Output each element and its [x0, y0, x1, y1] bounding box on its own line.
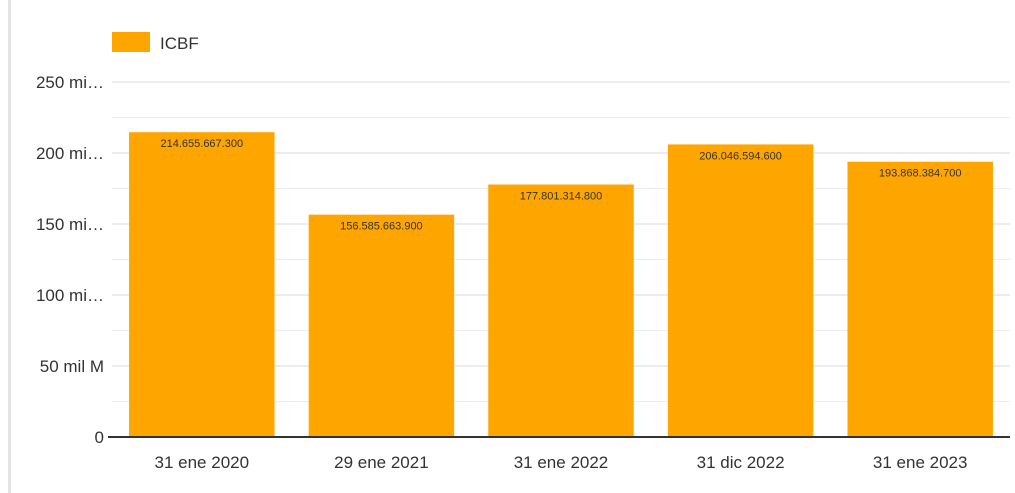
x-tick-label: 31 dic 2022: [697, 453, 785, 472]
data-label: 193.868.384.700: [879, 168, 962, 180]
y-tick-label: 0: [95, 428, 104, 447]
y-tick-label: 100 mi…: [36, 286, 104, 305]
x-axis-ticks: 31 ene 2020 29 ene 2021 31 ene 2022 31 dic …: [155, 453, 968, 472]
data-label: 177.801.314.800: [520, 191, 603, 203]
x-tick-label: 31 ene 2023: [873, 453, 968, 472]
y-tick-label: 250 mi…: [36, 73, 104, 92]
data-label: 214.655.667.300: [161, 138, 244, 150]
data-label: 206.046.594.600: [699, 150, 782, 162]
legend-label: ICBF: [160, 34, 199, 53]
bars: [129, 132, 993, 438]
y-tick-label: 200 mi…: [36, 144, 104, 163]
bar: [129, 132, 275, 437]
left-border: [8, 0, 11, 493]
x-tick-label: 31 ene 2020: [155, 453, 250, 472]
y-tick-label: 150 mi…: [36, 215, 104, 234]
bar: [308, 214, 455, 437]
bar: [847, 161, 993, 437]
x-tick-label: 31 ene 2022: [514, 453, 609, 472]
x-tick-label: 29 ene 2021: [334, 453, 429, 472]
y-tick-label: 50 mil M: [40, 357, 104, 376]
data-labels: 214.655.667.300 156.585.663.900 177.801.31…: [161, 138, 962, 232]
legend[interactable]: ICBF: [112, 32, 199, 53]
bar: [488, 184, 634, 437]
data-label: 156.585.663.900: [340, 221, 423, 233]
y-axis-ticks: 0 50 mil M 100 mi… 150 mi… 200 mi… 250 mi…: [36, 73, 104, 447]
bar: [667, 144, 814, 438]
legend-swatch: [112, 32, 150, 52]
